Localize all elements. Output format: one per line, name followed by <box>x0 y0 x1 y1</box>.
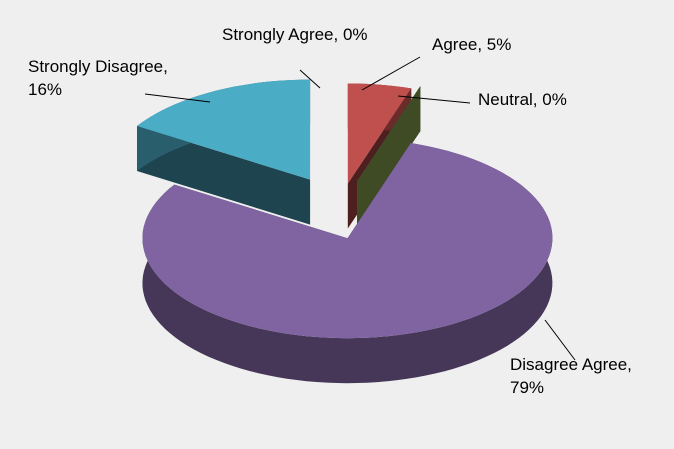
data-label: Strongly Disagree, 16% <box>28 57 173 99</box>
data-label: Agree, 5% <box>432 35 511 54</box>
labels: Strongly Agree, 0% Agree, 5% Neutral, 0% Di… <box>28 25 637 397</box>
data-label: Disagree Agree, 79% <box>510 355 637 397</box>
slice-tops <box>137 79 553 339</box>
slice <box>347 83 412 184</box>
leader-line <box>299 69 321 89</box>
label-line: 16% <box>28 80 62 99</box>
label-line: Strongly Disagree, <box>28 57 173 76</box>
leader-line <box>144 93 211 103</box>
leader-line <box>361 56 421 91</box>
label-line: Disagree Agree, <box>510 355 637 374</box>
slice <box>142 143 553 339</box>
data-label: Neutral, 0% <box>478 90 567 109</box>
pie <box>137 79 553 384</box>
slice <box>137 79 311 180</box>
data-label: Strongly Agree, 0% <box>222 25 368 44</box>
slice-wall <box>357 86 421 227</box>
label-line: 79% <box>510 378 544 397</box>
slice-wall <box>137 126 311 225</box>
leader-line <box>397 95 471 104</box>
leader-line <box>544 319 576 361</box>
